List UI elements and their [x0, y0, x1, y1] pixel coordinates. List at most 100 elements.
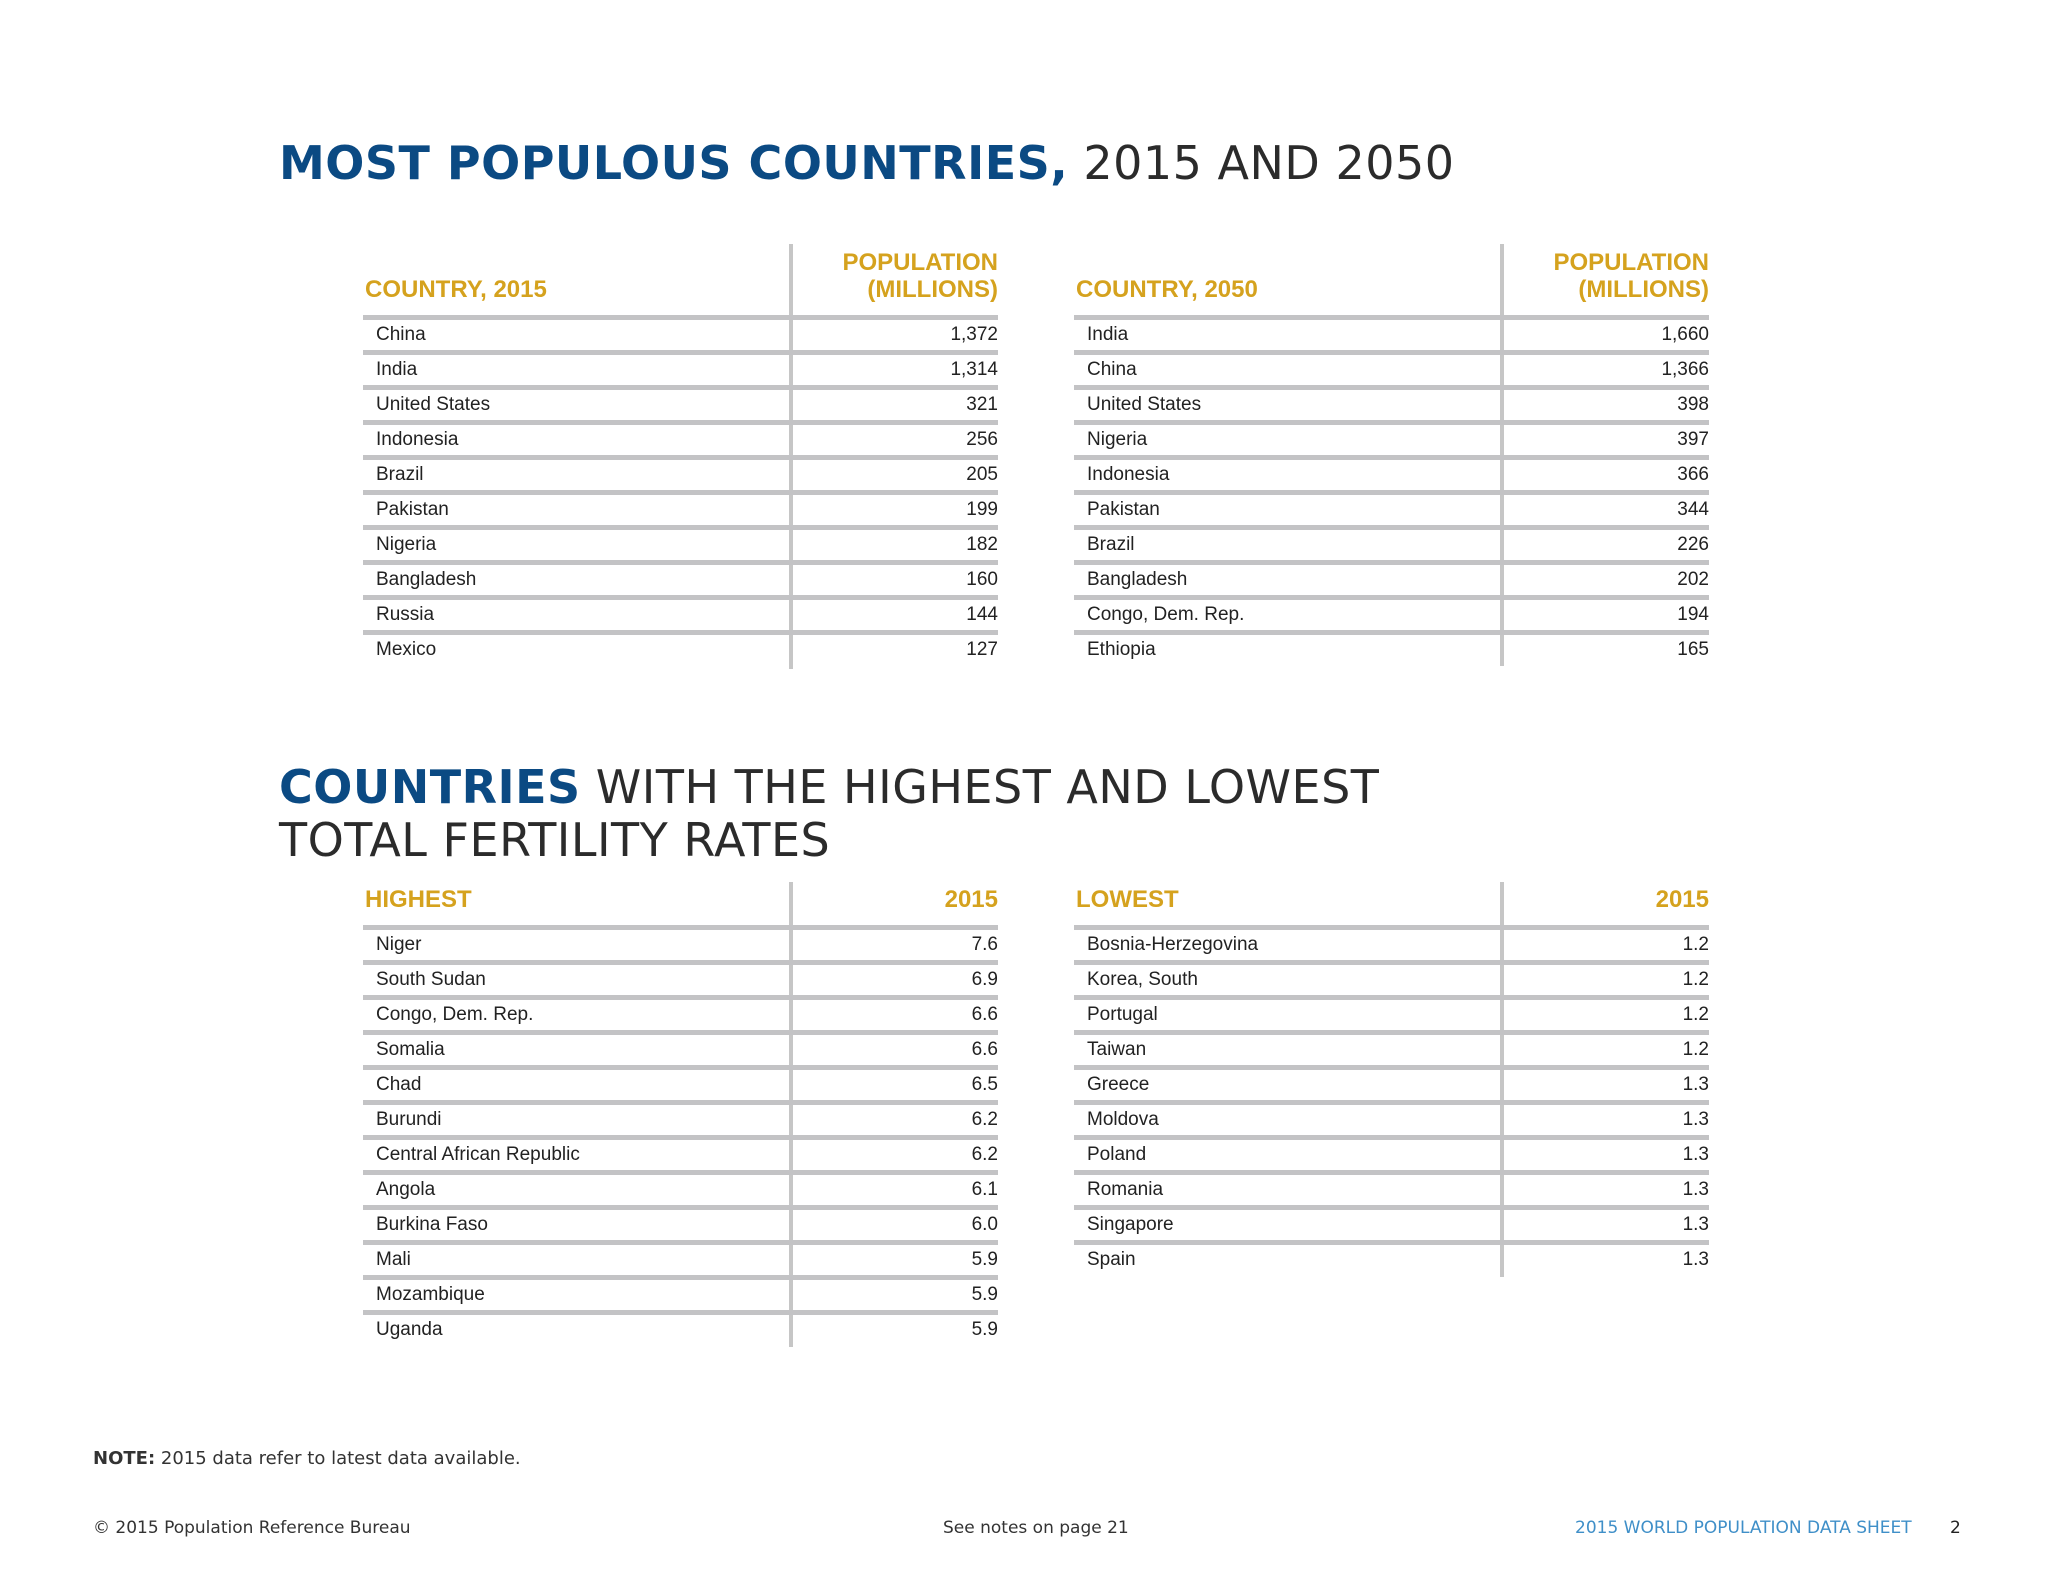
table-row: India 1,314 — [363, 350, 998, 385]
row-value: 1.3 — [1682, 1144, 1709, 1165]
table-row: Nigeria 397 — [1074, 420, 1709, 455]
country-name: Bosnia-Herzegovina — [1087, 934, 1259, 955]
table-row: Indonesia 256 — [363, 420, 998, 455]
country-name: Pakistan — [376, 499, 449, 520]
country-name: Angola — [376, 1179, 436, 1200]
table-row: Greece 1.3 — [1074, 1065, 1709, 1100]
country-name: Central African Republic — [376, 1144, 580, 1165]
row-value: 1.3 — [1682, 1179, 1709, 1200]
table-header: HIGHEST 2015 — [363, 882, 998, 925]
table-row: Central African Republic 6.2 — [363, 1135, 998, 1170]
row-value: 1,366 — [1661, 359, 1709, 380]
table-row: Burundi 6.2 — [363, 1100, 998, 1135]
row-value: 6.2 — [971, 1109, 998, 1130]
table-header: COUNTRY, 2050 POPULATION (MILLIONS) — [1074, 244, 1709, 315]
country-name: Nigeria — [376, 534, 437, 555]
country-name: Pakistan — [1087, 499, 1160, 520]
row-value: 6.0 — [971, 1214, 998, 1235]
country-name: Chad — [376, 1074, 422, 1095]
section-title-most-populous: MOST POPULOUS COUNTRIES, 2015 AND 2050 — [279, 137, 1455, 190]
table-row: South Sudan 6.9 — [363, 960, 998, 995]
row-value: 1.2 — [1682, 969, 1709, 990]
country-name: Mexico — [376, 639, 437, 660]
section-title-line2: TOTAL FERTILITY RATES — [279, 813, 831, 867]
row-value: 366 — [1677, 464, 1709, 485]
table-row: Korea, South 1.2 — [1074, 960, 1709, 995]
row-value: 1.2 — [1682, 1004, 1709, 1025]
row-value: 165 — [1677, 639, 1709, 660]
country-name: China — [376, 324, 426, 345]
header-population: POPULATION (MILLIONS) — [1553, 249, 1709, 303]
column-divider — [789, 882, 793, 1347]
country-name: Mali — [376, 1249, 411, 1270]
table-row: India 1,660 — [1074, 315, 1709, 350]
header-year: 2015 — [944, 886, 998, 913]
header-lowest: LOWEST — [1076, 886, 1179, 913]
row-value: 6.9 — [971, 969, 998, 990]
country-name: Niger — [376, 934, 422, 955]
country-name: Russia — [376, 604, 435, 625]
row-value: 1.2 — [1682, 934, 1709, 955]
table-row: Angola 6.1 — [363, 1170, 998, 1205]
row-value: 1.3 — [1682, 1249, 1709, 1270]
row-value: 5.9 — [971, 1319, 998, 1340]
row-value: 144 — [966, 604, 998, 625]
country-name: Romania — [1087, 1179, 1164, 1200]
header-highest: HIGHEST — [365, 886, 472, 913]
row-value: 6.2 — [971, 1144, 998, 1165]
footnote-label: NOTE: — [93, 1448, 156, 1469]
row-value: 160 — [966, 569, 998, 590]
row-value: 1,314 — [950, 359, 998, 380]
table-highest-fertility: HIGHEST 2015 Niger 7.6 South Sudan 6.9 Congo… — [363, 882, 998, 1347]
country-name: Mozambique — [376, 1284, 485, 1305]
country-name: Bangladesh — [376, 569, 477, 590]
row-value: 194 — [1677, 604, 1709, 625]
row-value: 6.6 — [971, 1004, 998, 1025]
table-row: Brazil 205 — [363, 455, 998, 490]
country-name: Nigeria — [1087, 429, 1148, 450]
country-name: Ethiopia — [1087, 639, 1156, 660]
section-title-bold: COUNTRIES — [279, 760, 581, 814]
table-row: United States 321 — [363, 385, 998, 420]
table-row: Ethiopia 165 — [1074, 630, 1709, 665]
table-row: China 1,366 — [1074, 350, 1709, 385]
table-row: Nigeria 182 — [363, 525, 998, 560]
footnote-text: 2015 data refer to latest data available… — [155, 1448, 521, 1469]
row-value: 1.3 — [1682, 1074, 1709, 1095]
footnote: NOTE: 2015 data refer to latest data ava… — [93, 1448, 521, 1469]
row-value: 202 — [1677, 569, 1709, 590]
country-name: Brazil — [376, 464, 424, 485]
row-value: 6.6 — [971, 1039, 998, 1060]
table-row: Pakistan 199 — [363, 490, 998, 525]
row-value: 199 — [966, 499, 998, 520]
table-row: Taiwan 1.2 — [1074, 1030, 1709, 1065]
country-name: Korea, South — [1087, 969, 1198, 990]
header-country: COUNTRY, 2050 — [1076, 276, 1258, 303]
country-name: Taiwan — [1087, 1039, 1147, 1060]
table-row: Romania 1.3 — [1074, 1170, 1709, 1205]
country-name: Burkina Faso — [376, 1214, 488, 1235]
table-row: Bosnia-Herzegovina 1.2 — [1074, 925, 1709, 960]
table-row: United States 398 — [1074, 385, 1709, 420]
footer-publication-title: 2015 WORLD POPULATION DATA SHEET — [1575, 1518, 1912, 1538]
table-row: Spain 1.3 — [1074, 1240, 1709, 1275]
table-row: Mexico 127 — [363, 630, 998, 665]
table-row: Russia 144 — [363, 595, 998, 630]
footer-see-notes: See notes on page 21 — [943, 1518, 1129, 1538]
row-value: 226 — [1677, 534, 1709, 555]
country-name: Congo, Dem. Rep. — [376, 1004, 534, 1025]
section-title-bold: MOST POPULOUS COUNTRIES, — [279, 136, 1069, 190]
header-year: 2015 — [1655, 886, 1709, 913]
country-name: United States — [376, 394, 491, 415]
section-title-fertility: COUNTRIES WITH THE HIGHEST AND LOWEST TOT… — [279, 761, 1379, 867]
country-name: China — [1087, 359, 1137, 380]
row-value: 205 — [966, 464, 998, 485]
row-value: 398 — [1677, 394, 1709, 415]
country-name: Bangladesh — [1087, 569, 1188, 590]
table-country-2050: COUNTRY, 2050 POPULATION (MILLIONS) Indi… — [1074, 244, 1709, 666]
row-value: 127 — [966, 639, 998, 660]
country-name: Uganda — [376, 1319, 443, 1340]
table-row: Somalia 6.6 — [363, 1030, 998, 1065]
header-country: COUNTRY, 2015 — [365, 276, 547, 303]
country-name: Spain — [1087, 1249, 1136, 1270]
